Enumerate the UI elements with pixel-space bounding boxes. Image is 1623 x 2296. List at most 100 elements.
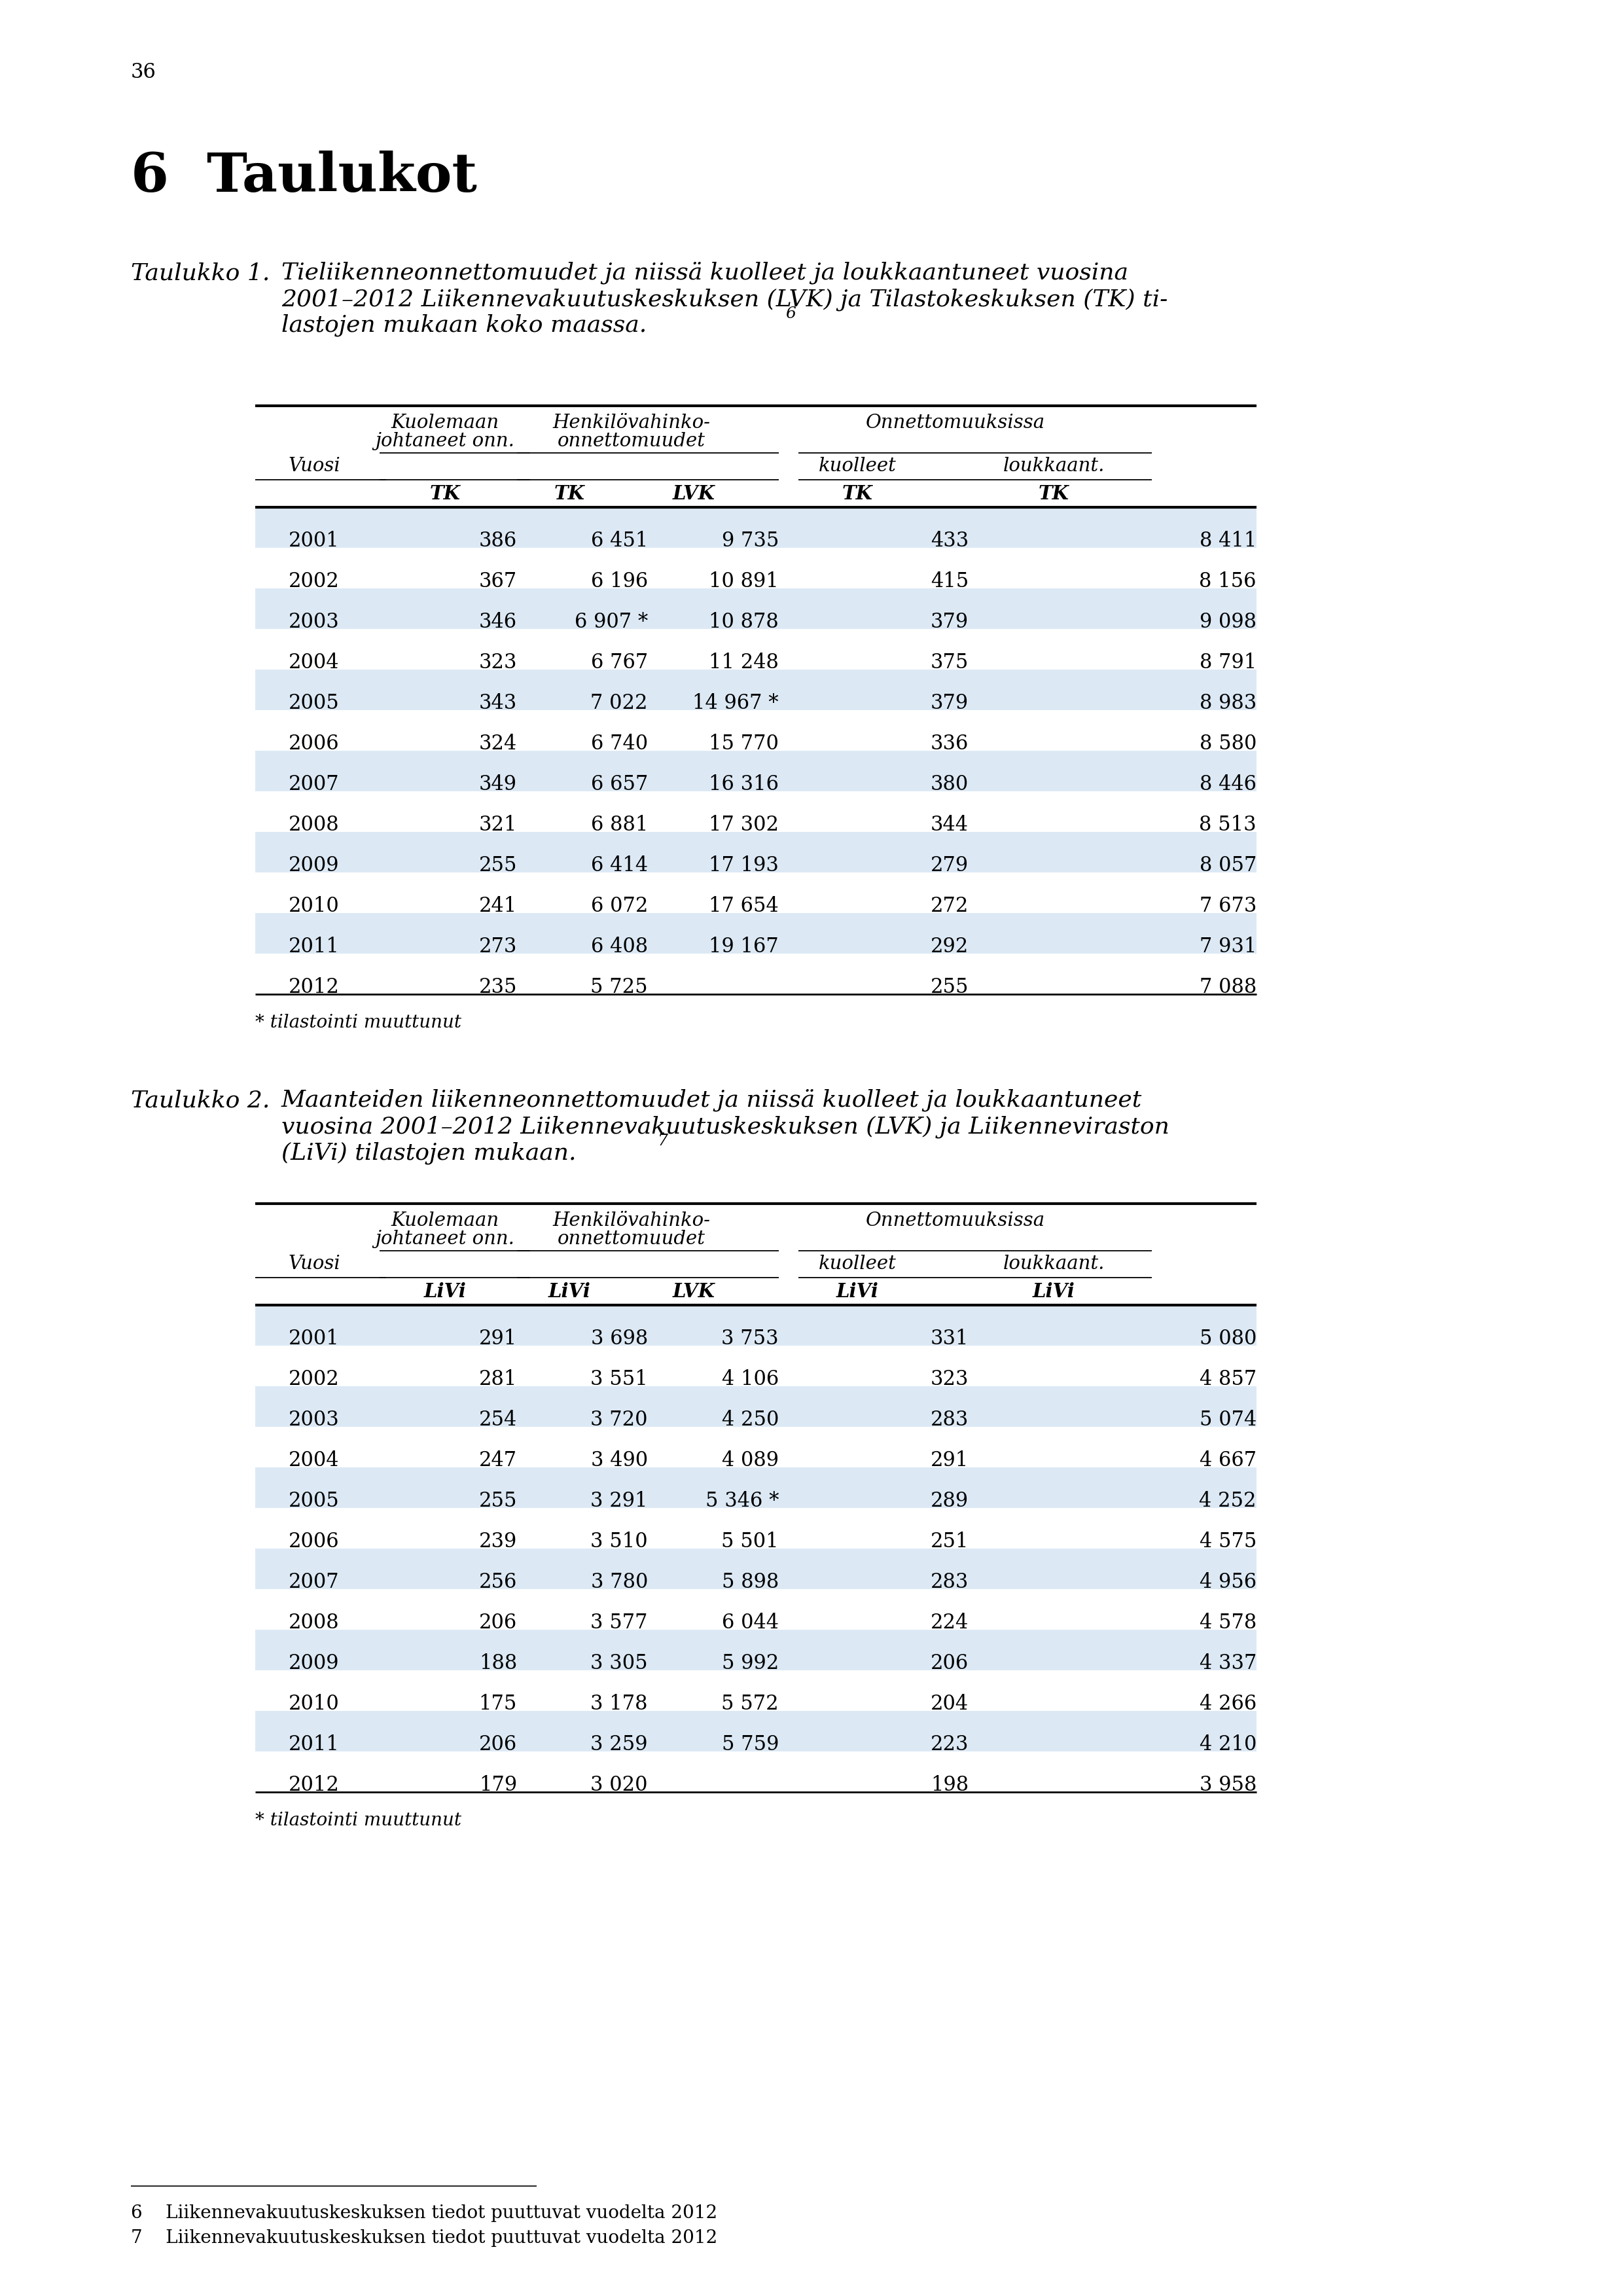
Text: 235: 235	[479, 978, 518, 996]
Text: LiVi: LiVi	[549, 1281, 591, 1302]
Text: 6 657: 6 657	[591, 774, 648, 794]
Text: 6 072: 6 072	[591, 895, 648, 916]
Text: 375: 375	[930, 652, 969, 673]
Text: 7 931: 7 931	[1199, 937, 1256, 957]
Text: 179: 179	[479, 1775, 518, 1795]
Text: 2012: 2012	[289, 978, 339, 996]
Text: 223: 223	[930, 1733, 969, 1754]
Text: 206: 206	[479, 1612, 518, 1632]
Text: 2010: 2010	[289, 895, 339, 916]
Text: 19 167: 19 167	[709, 937, 779, 957]
Text: 11 248: 11 248	[709, 652, 779, 673]
Text: loukkaant.: loukkaant.	[1003, 457, 1105, 475]
Text: Maanteiden liikenneonnettomuudet ja niissä kuolleet ja loukkaantuneet: Maanteiden liikenneonnettomuudet ja niis…	[281, 1088, 1143, 1111]
Text: LVK: LVK	[672, 1281, 716, 1302]
Text: 8 580: 8 580	[1199, 735, 1256, 753]
Text: 256: 256	[479, 1573, 518, 1593]
Bar	[255, 1387, 1256, 1426]
Text: 10 891: 10 891	[709, 572, 779, 592]
Text: 3 720: 3 720	[591, 1410, 648, 1430]
Text: 247: 247	[479, 1451, 518, 1472]
Text: 198: 198	[930, 1775, 969, 1795]
Text: 2011: 2011	[289, 1733, 339, 1754]
Text: Taulukko 2.: Taulukko 2.	[131, 1088, 269, 1111]
Text: 415: 415	[930, 572, 969, 592]
Text: 2004: 2004	[289, 1451, 339, 1472]
Text: 2001: 2001	[289, 1329, 339, 1350]
Text: Tieliikenneonnettomuudet ja niissä kuolleet ja loukkaantuneet vuosina: Tieliikenneonnettomuudet ja niissä kuoll…	[281, 262, 1128, 285]
Text: 2009: 2009	[289, 1653, 339, 1674]
Text: 6 414: 6 414	[591, 856, 648, 875]
Text: 323: 323	[930, 1368, 969, 1389]
Text: 2001: 2001	[289, 530, 339, 551]
Text: 17 654: 17 654	[709, 895, 779, 916]
Text: 8 411: 8 411	[1199, 530, 1256, 551]
Text: 349: 349	[479, 774, 518, 794]
Text: 8 983: 8 983	[1199, 693, 1256, 714]
Text: LVK: LVK	[672, 484, 716, 503]
Text: TK: TK	[842, 484, 873, 503]
Bar	[255, 507, 1256, 549]
Text: 346: 346	[479, 613, 518, 631]
Text: 6 044: 6 044	[722, 1612, 779, 1632]
Text: 273: 273	[479, 937, 518, 957]
Text: johtaneet onn.: johtaneet onn.	[375, 432, 514, 450]
Text: 4 252: 4 252	[1199, 1490, 1256, 1511]
Text: 239: 239	[479, 1531, 518, 1552]
Text: 6 907 *: 6 907 *	[575, 613, 648, 631]
Text: 8 057: 8 057	[1199, 856, 1256, 875]
Text: 3 510: 3 510	[591, 1531, 648, 1552]
Text: 3 577: 3 577	[591, 1612, 648, 1632]
Text: Vuosi: Vuosi	[287, 457, 341, 475]
Text: 2005: 2005	[289, 693, 339, 714]
Text: 8 791: 8 791	[1199, 652, 1256, 673]
Text: 6 740: 6 740	[591, 735, 648, 753]
Text: 206: 206	[479, 1733, 518, 1754]
Text: lastojen mukaan koko maassa.: lastojen mukaan koko maassa.	[281, 315, 646, 338]
Bar	[255, 914, 1256, 953]
Text: 2008: 2008	[289, 1612, 339, 1632]
Text: 255: 255	[479, 856, 518, 875]
Text: kuolleet: kuolleet	[818, 457, 896, 475]
Text: 6 767: 6 767	[591, 652, 648, 673]
Text: 8 446: 8 446	[1199, 774, 1256, 794]
Text: 241: 241	[479, 895, 518, 916]
Bar	[255, 831, 1256, 872]
Text: 2012: 2012	[289, 1775, 339, 1795]
Text: 6 451: 6 451	[591, 530, 648, 551]
Text: TK: TK	[1039, 484, 1070, 503]
Text: johtaneet onn.: johtaneet onn.	[375, 1231, 514, 1249]
Text: 2009: 2009	[289, 856, 339, 875]
Text: 6: 6	[786, 305, 795, 321]
Text: TK: TK	[430, 484, 461, 503]
Text: 3 291: 3 291	[591, 1490, 648, 1511]
Text: 10 878: 10 878	[709, 613, 779, 631]
Text: 2004: 2004	[289, 652, 339, 673]
Text: 6    Liikennevakuutuskeskuksen tiedot puuttuvat vuodelta 2012: 6 Liikennevakuutuskeskuksen tiedot puutt…	[131, 2204, 717, 2223]
Text: 2006: 2006	[289, 1531, 339, 1552]
Text: 2001–2012 Liikennevakuutuskeskuksen (LVK) ja Tilastokeskuksen (TK) ti-: 2001–2012 Liikennevakuutuskeskuksen (LVK…	[281, 287, 1169, 310]
Text: 3 753: 3 753	[722, 1329, 779, 1350]
Text: 283: 283	[930, 1410, 969, 1430]
Text: 386: 386	[479, 530, 518, 551]
Bar	[255, 588, 1256, 629]
Text: 2003: 2003	[289, 1410, 339, 1430]
Bar	[255, 1467, 1256, 1508]
Text: 3 020: 3 020	[591, 1775, 648, 1795]
Text: kuolleet: kuolleet	[818, 1254, 896, 1272]
Text: 3 551: 3 551	[591, 1368, 648, 1389]
Text: 4 857: 4 857	[1199, 1368, 1256, 1389]
Text: 36: 36	[131, 62, 156, 83]
Text: loukkaant.: loukkaant.	[1003, 1254, 1105, 1272]
Text: Kuolemaan: Kuolemaan	[391, 1212, 498, 1231]
Text: 5 992: 5 992	[722, 1653, 779, 1674]
Text: TK: TK	[553, 484, 584, 503]
Text: 175: 175	[479, 1694, 518, 1715]
Bar	[255, 1548, 1256, 1589]
Text: 188: 188	[479, 1653, 518, 1674]
Text: 5 759: 5 759	[722, 1733, 779, 1754]
Text: 292: 292	[930, 937, 969, 957]
Text: 254: 254	[479, 1410, 518, 1430]
Text: 7    Liikennevakuutuskeskuksen tiedot puuttuvat vuodelta 2012: 7 Liikennevakuutuskeskuksen tiedot puutt…	[131, 2229, 717, 2248]
Text: Onnettomuuksissa: Onnettomuuksissa	[865, 1212, 1045, 1231]
